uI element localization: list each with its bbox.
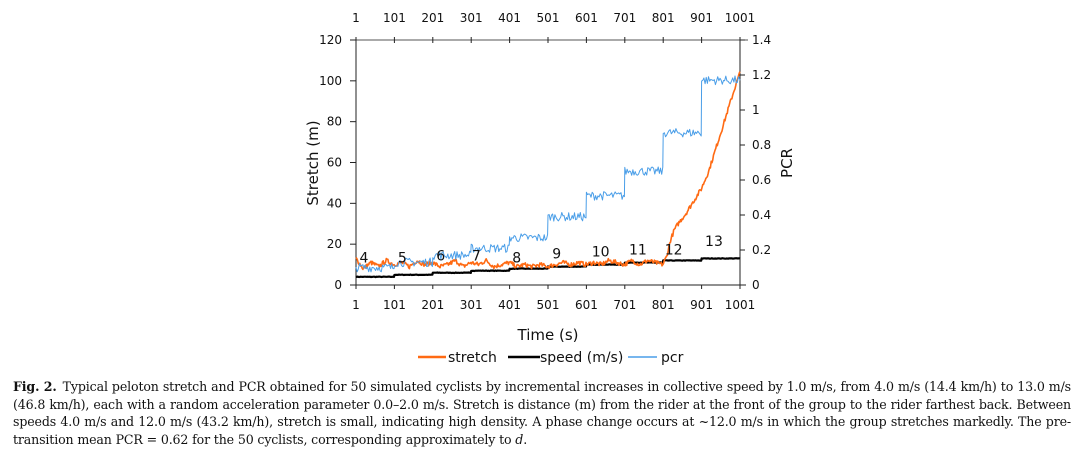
y-right-tick-label: 0.8	[752, 138, 771, 152]
x-tick-label: 101	[383, 298, 406, 312]
speed-annotation: 9	[552, 246, 561, 262]
speed-annotation: 7	[472, 249, 481, 265]
legend-item-pcr: pcr	[628, 350, 684, 366]
y-right-tick-label: 1	[752, 103, 760, 117]
x-top-tick-label: 401	[498, 11, 521, 25]
legend-label-speed: speed (m/s)	[540, 350, 623, 366]
legend: stretch speed (m/s) pcr	[418, 350, 684, 366]
x-tick-label: 601	[575, 298, 598, 312]
speed-annotation: 4	[359, 251, 368, 267]
speed-annotation: 12	[665, 242, 683, 258]
y-right-tick-label: 1.4	[752, 33, 771, 47]
y-right-tick-label: 1.2	[752, 68, 771, 82]
legend-label-pcr: pcr	[661, 350, 684, 366]
y-right-tick-label: 0	[752, 278, 760, 292]
speed-annotation: 11	[629, 242, 647, 258]
y-left-tick-label: 40	[327, 196, 342, 210]
x-top-tick-label: 1	[352, 11, 360, 25]
speed-annotation: 8	[512, 251, 521, 267]
x-top-tick-label: 501	[537, 11, 560, 25]
speed-annotation: 10	[592, 244, 610, 260]
legend-item-stretch: stretch	[418, 350, 497, 366]
y-left-tick-label: 0	[334, 278, 342, 292]
series-line-pcr	[355, 75, 741, 273]
speed-annotations: 4 5 6 7 8 9 10 11 12 13	[359, 234, 722, 266]
legend-label-stretch: stretch	[448, 350, 497, 366]
y-right-tick-label: 0.4	[752, 208, 771, 222]
caption-text: Typical peloton stretch and PCR obtained…	[13, 379, 1071, 447]
x-top-tick-label: 601	[575, 11, 598, 25]
x-tick-label: 701	[613, 298, 636, 312]
x-axis-title: Time (s)	[517, 326, 579, 344]
speed-annotation: 6	[436, 249, 445, 265]
y-axis-right-title: PCR	[778, 148, 796, 178]
x-tick-label: 401	[498, 298, 521, 312]
x-top-tick-label: 301	[460, 11, 483, 25]
x-tick-label: 1001	[725, 298, 756, 312]
y-axis-left-title: Stretch (m)	[304, 120, 322, 205]
series-line-stretch	[355, 71, 741, 271]
y-left-tick-label: 120	[319, 33, 342, 47]
caption-italic-term: d	[515, 431, 524, 447]
speed-annotation: 5	[398, 251, 407, 267]
x-tick-label: 201	[421, 298, 444, 312]
x-tick-label: 901	[690, 298, 713, 312]
x-top-tick-label: 901	[690, 11, 713, 25]
y-right-tick-label: 0.2	[752, 243, 771, 257]
x-tick-label: 1	[352, 298, 360, 312]
x-top-tick-label: 701	[613, 11, 636, 25]
plot-frame	[350, 37, 748, 289]
caption-end: .	[523, 431, 528, 447]
speed-annotation: 13	[705, 234, 723, 250]
x-top-tick-label: 1001	[725, 11, 756, 25]
y-left-tick-label: 60	[327, 156, 342, 170]
figure-label: Fig. 2.	[13, 379, 57, 394]
figure-caption: Fig. 2. Typical peloton stretch and PCR o…	[13, 378, 1071, 448]
y-left-tick-label: 100	[319, 74, 342, 88]
y-left-tick-label: 20	[327, 237, 342, 251]
y-right-tick-label: 0.6	[752, 173, 771, 187]
series-layer	[355, 71, 741, 279]
x-top-tick-label: 101	[383, 11, 406, 25]
x-tick-label: 801	[652, 298, 675, 312]
x-top-tick-label: 201	[421, 11, 444, 25]
legend-item-speed: speed (m/s)	[508, 350, 623, 366]
x-top-tick-label: 801	[652, 11, 675, 25]
y-left-tick-label: 80	[327, 115, 342, 129]
x-tick-label: 501	[537, 298, 560, 312]
x-tick-label: 301	[460, 298, 483, 312]
